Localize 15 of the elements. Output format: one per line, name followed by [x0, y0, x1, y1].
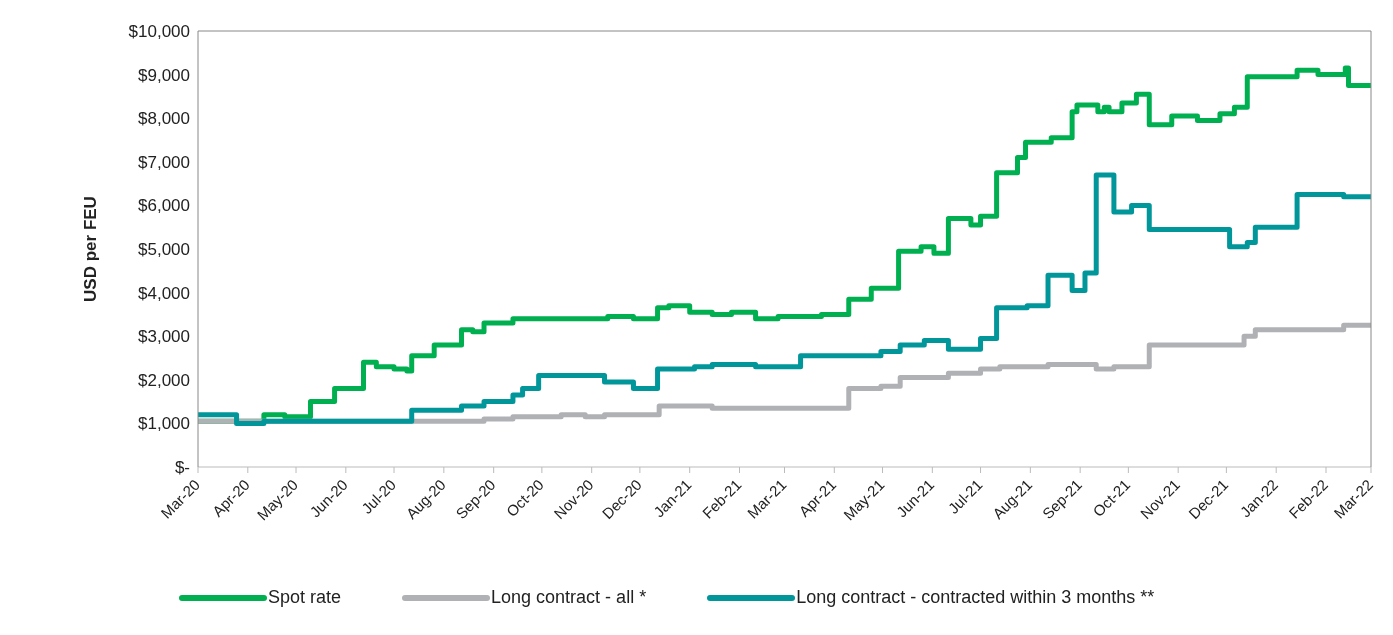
- y-tick-label: $7,000: [138, 152, 190, 172]
- y-tick-label: $8,000: [138, 109, 190, 129]
- y-tick-label: $4,000: [138, 283, 190, 303]
- y-tick-label: $3,000: [138, 327, 190, 347]
- legend-label: Long contract - all *: [491, 587, 647, 608]
- y-tick-label: $10,000: [128, 22, 190, 42]
- y-tick-label: $5,000: [138, 240, 190, 260]
- legend-label: Spot rate: [268, 587, 342, 608]
- y-tick-label: $6,000: [138, 196, 190, 216]
- y-tick-label: $-: [174, 458, 190, 478]
- y-axis-title: USD per FEU: [81, 196, 101, 302]
- y-tick-label: $9,000: [138, 65, 190, 85]
- y-tick-label: $1,000: [138, 414, 190, 434]
- legend-label: Long contract - contracted within 3 months **: [796, 587, 1155, 608]
- y-tick-label: $2,000: [138, 370, 190, 390]
